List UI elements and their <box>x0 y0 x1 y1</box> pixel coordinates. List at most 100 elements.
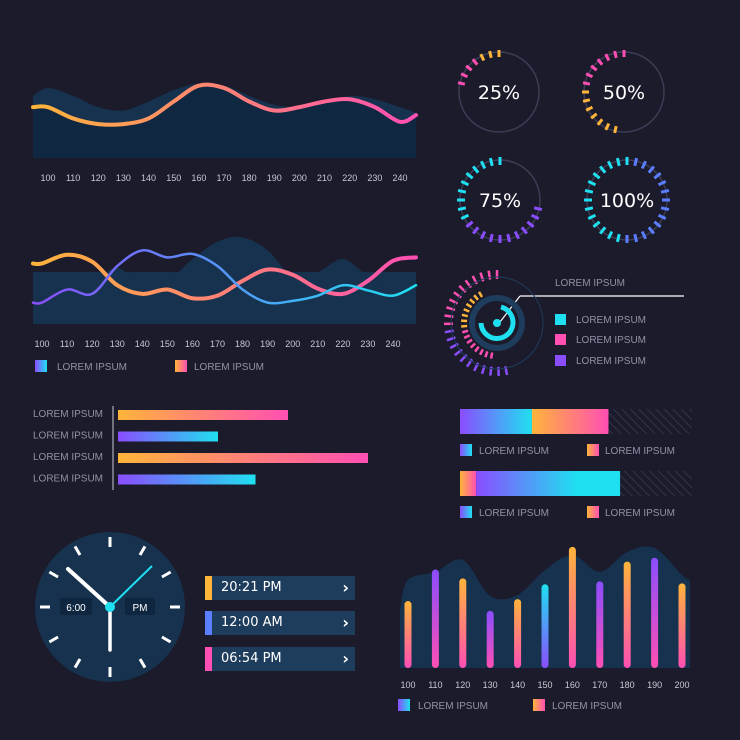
radial-tick <box>465 358 474 368</box>
x-tick-label: 160 <box>565 680 580 690</box>
gauge-tick <box>590 112 598 120</box>
radial-tick <box>461 324 468 328</box>
gauge-tick <box>660 206 670 212</box>
x-tick-label: 220 <box>335 339 350 349</box>
vbar <box>514 599 522 668</box>
radial-tick <box>478 348 484 356</box>
gauge-tick <box>585 72 594 79</box>
x-tick-label: 180 <box>242 173 257 183</box>
gauge-tick <box>613 125 618 134</box>
time-row-1[interactable]: 20:21 PM › <box>205 576 355 600</box>
stacked-bar-segment <box>476 471 621 496</box>
area-chart-x-axis: 100 110 120 130 140 150 160 170 180 190 200 210 220 2… <box>40 173 407 183</box>
radial-tick <box>449 342 459 350</box>
x-tick-label: 210 <box>310 339 325 349</box>
radial-legend-swatch-3 <box>555 355 566 366</box>
radial-tick <box>463 308 470 313</box>
gauge-tick <box>465 64 473 72</box>
gauge-tick <box>606 160 614 170</box>
clock-time-label: 6:00 <box>66 603 86 614</box>
clock-hour-mark <box>73 545 82 556</box>
percent-gauges: 25% 50% 75% 100% <box>457 50 670 243</box>
x-tick-label: 240 <box>392 173 407 183</box>
gauge-tick <box>653 172 662 180</box>
x-tick-label: 170 <box>216 173 231 183</box>
time-row-accent <box>205 647 212 671</box>
time-row-2[interactable]: 12:00 AM › <box>205 611 355 635</box>
stacked-legend-swatch <box>460 444 472 456</box>
gauge-tick <box>585 105 594 112</box>
radial-tick <box>489 352 494 359</box>
radial-tick <box>473 294 479 301</box>
vbar <box>678 583 686 668</box>
radial-tick <box>444 329 454 334</box>
time-row-3[interactable]: 06:54 PM › <box>205 647 355 671</box>
radial-tick <box>446 336 456 342</box>
radial-tick <box>479 272 485 282</box>
vbar <box>486 610 494 668</box>
clock-hour-mark <box>73 658 82 669</box>
x-tick-label: 230 <box>360 339 375 349</box>
x-tick-label: 200 <box>285 339 300 349</box>
radial-legend-swatch-1 <box>555 314 566 325</box>
chevron-right-icon[interactable]: › <box>342 649 349 668</box>
gauge-tick <box>472 226 480 235</box>
radial-legend-swatch-2 <box>555 334 566 345</box>
radial-legend-1: LOREM IPSUM <box>576 315 646 326</box>
stacked-legend-label: LOREM IPSUM <box>605 446 675 457</box>
x-tick-label: 220 <box>342 173 357 183</box>
analog-clock: 6:00 PM <box>35 532 185 682</box>
radial-pointer-line <box>499 295 521 323</box>
radial-tick <box>448 298 459 305</box>
gauge-tick <box>479 160 487 170</box>
radial-legend-3: LOREM IPSUM <box>576 356 646 367</box>
radial-tick <box>469 298 476 305</box>
x-tick-label: 180 <box>235 339 250 349</box>
clock-hour-mark <box>48 570 59 579</box>
gauge-tick <box>520 226 528 235</box>
radial-tick <box>446 306 456 312</box>
stacked-bar-chart: LOREM IPSUM LOREM IPSUM LOREM IPSUM LOREM I… <box>460 409 692 519</box>
x-tick-label: 130 <box>110 339 125 349</box>
gauge-tick <box>633 157 639 167</box>
radial-tick <box>473 362 480 372</box>
clock-time-box <box>60 598 92 615</box>
gauge-tick <box>582 98 591 103</box>
chevron-right-icon[interactable]: › <box>342 578 349 597</box>
gauge: 100% <box>584 157 670 243</box>
gauge-tick <box>615 233 621 243</box>
gauge-tick <box>592 172 601 180</box>
radial-tick <box>469 342 476 349</box>
x-tick-label: 130 <box>483 680 498 690</box>
stacked-legend-label: LOREM IPSUM <box>479 508 549 519</box>
hbar <box>118 474 256 485</box>
x-tick-label: 120 <box>455 680 470 690</box>
clock-second-hand <box>109 565 153 608</box>
time-label: 12:00 AM <box>221 615 283 630</box>
x-tick-label: 190 <box>267 173 282 183</box>
vbar-legend-swatch-2 <box>533 699 545 711</box>
gauge-tick <box>657 213 667 221</box>
stacked-bar-segment <box>531 409 609 434</box>
radial-tick <box>459 353 468 363</box>
gauge-tick <box>592 220 601 228</box>
gauge-tick <box>653 220 662 228</box>
radial-tick <box>484 351 489 358</box>
chevron-right-icon[interactable]: › <box>342 613 349 632</box>
radial-tick <box>474 346 480 353</box>
line-chart-series-2 <box>31 249 418 305</box>
radial-tick <box>471 275 478 285</box>
gauge-tick <box>633 233 639 243</box>
hbar <box>118 410 288 420</box>
radial-center-dot <box>493 319 501 327</box>
radial-tick <box>463 334 471 339</box>
line-chart-shade <box>33 236 416 320</box>
stacked-bar-segment <box>460 471 477 496</box>
x-tick-label: 170 <box>592 680 607 690</box>
x-tick-label: 120 <box>85 339 100 349</box>
gauge-tick <box>513 230 521 240</box>
x-tick-label: 240 <box>385 339 400 349</box>
gauge: 50% <box>582 50 665 134</box>
gauge-tick <box>599 165 607 174</box>
